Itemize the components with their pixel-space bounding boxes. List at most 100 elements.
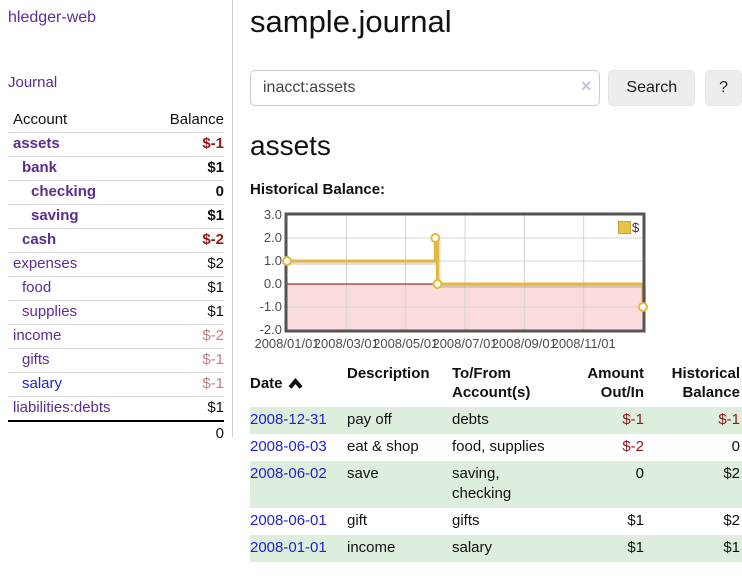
transaction-description: save — [347, 465, 379, 482]
accounts-table: Account Balance assets $-1 bank $1 checking 0… — [8, 108, 224, 445]
clear-search-icon[interactable]: × — [580, 76, 592, 96]
transaction-date-link[interactable]: 2008-01-01 — [250, 539, 327, 556]
x-axis-tick-label: 2008/03/01 — [313, 336, 379, 351]
transaction-date-link[interactable]: 2008-06-03 — [250, 438, 327, 455]
help-button[interactable]: ? — [705, 70, 742, 106]
account-link[interactable]: bank — [22, 159, 58, 176]
legend-series-swatch — [618, 221, 631, 234]
account-row-expenses: expenses $2 — [8, 252, 224, 276]
date-column-header[interactable]: Date — [250, 363, 347, 403]
transaction-date-link[interactable]: 2008-06-01 — [250, 512, 327, 529]
transaction-date-link[interactable]: 2008-12-31 — [250, 411, 327, 428]
y-axis-tick-label: -2.0 — [259, 322, 282, 337]
accounts-total-row: 0 — [8, 420, 224, 445]
account-row-bank: bank $1 — [8, 156, 224, 180]
accounts-header-account: Account — [13, 111, 68, 128]
account-row-liabilities-debts: liabilities:debts $1 — [8, 396, 224, 420]
search-bar: × Search ? — [250, 70, 742, 106]
historical-balance-chart: 3.0 2.0 1.0 0.0 -1.0 -2.0 2008/01/01 2008/03/01… — [250, 205, 742, 355]
account-row-supplies: supplies $1 — [8, 300, 224, 324]
transaction-amount: $1 — [627, 539, 644, 556]
account-row-saving: saving $1 — [8, 204, 224, 228]
y-axis-tick-label: -1.0 — [259, 299, 282, 314]
transaction-amount: $-1 — [622, 411, 644, 428]
transaction-description: gift — [347, 512, 368, 529]
accounts-header-balance: Balance — [169, 111, 224, 128]
account-balance: $1 — [207, 207, 224, 224]
account-row-income: income $-2 — [8, 324, 224, 348]
search-button[interactable]: Search — [608, 70, 696, 106]
app-title[interactable]: hledger-web — [8, 9, 97, 26]
transaction-balance: $2 — [723, 465, 740, 482]
y-axis-tick-label: 2.0 — [263, 230, 282, 245]
account-row-food: food $1 — [8, 276, 224, 300]
transaction-row: 2008-01-01 income salary $1 $1 — [250, 535, 742, 562]
accounts-table-header: Account Balance — [8, 108, 224, 132]
account-link[interactable]: cash — [22, 231, 57, 248]
transaction-accounts: debts — [452, 411, 489, 428]
account-row-assets: assets $-1 — [8, 132, 224, 156]
account-link[interactable]: liabilities:debts — [13, 399, 111, 416]
transaction-accounts: salary — [452, 539, 493, 556]
transaction-row: 2008-06-03 eat & shop food, supplies $-2 0 — [250, 434, 742, 461]
legend-series-label: $ — [632, 220, 640, 235]
page-title: sample.journal — [250, 4, 452, 39]
account-link[interactable]: food — [22, 279, 52, 296]
accounts-total-value: 0 — [215, 425, 224, 442]
account-link[interactable]: supplies — [22, 303, 78, 320]
account-link[interactable]: saving — [31, 207, 79, 224]
account-balance: $-1 — [202, 135, 224, 152]
y-axis-tick-label: 3.0 — [263, 207, 282, 222]
date-header-label: Date — [250, 374, 283, 392]
transaction-amount: $-2 — [622, 438, 644, 455]
account-link[interactable]: income — [13, 327, 62, 344]
account-link[interactable]: assets — [13, 135, 60, 152]
account-balance: $1 — [207, 303, 224, 320]
account-link[interactable]: salary — [22, 375, 63, 392]
description-column-header: Description — [347, 365, 430, 382]
account-balance: $1 — [207, 279, 224, 296]
transaction-row: 2008-06-02 save saving, checking 0 $2 — [250, 461, 742, 508]
transactions-table: Date Description To/From Account(s) Amoun… — [250, 361, 742, 562]
account-row-checking: checking 0 — [8, 180, 224, 204]
chart-canvas — [282, 212, 648, 333]
chart-legend: $ — [618, 220, 639, 235]
search-input[interactable] — [250, 70, 601, 106]
chart-label: Historical Balance: — [250, 181, 386, 198]
account-balance: $2 — [207, 255, 224, 272]
account-balance: $1 — [207, 159, 224, 176]
transaction-balance: 0 — [731, 438, 740, 455]
account-balance: $-1 — [202, 351, 224, 368]
y-axis-tick-label: 1.0 — [263, 253, 282, 268]
sort-ascending-chevron-up-icon — [287, 377, 303, 389]
y-axis-tick-label: 0.0 — [263, 276, 282, 291]
transaction-balance: $1 — [723, 539, 740, 556]
transaction-description: pay off — [347, 411, 392, 428]
account-link[interactable]: expenses — [13, 255, 78, 272]
account-balance: $-2 — [202, 327, 224, 344]
transaction-row: 2008-06-01 gift gifts $1 $2 — [250, 508, 742, 535]
transaction-date-link[interactable]: 2008-06-02 — [250, 465, 327, 482]
x-axis-tick-label: 2008/01/01 — [254, 336, 320, 351]
transaction-amount: $1 — [627, 512, 644, 529]
x-axis-tick-label: 2008/07/01 — [432, 336, 498, 351]
sidebar: hledger-web Journal Account Balance asse… — [0, 0, 233, 442]
transaction-description: income — [347, 539, 396, 556]
transaction-accounts: food, supplies — [452, 438, 545, 455]
main-content: sample.journal × Search ? assets Histori… — [234, 0, 742, 562]
transaction-balance: $2 — [723, 512, 740, 529]
nav-journal-link[interactable]: Journal — [8, 74, 58, 91]
account-balance: $1 — [207, 399, 224, 416]
account-row-salary: salary $-1 — [8, 372, 224, 396]
account-balance: 0 — [215, 183, 224, 200]
transaction-accounts: saving, checking — [452, 465, 512, 502]
account-link[interactable]: gifts — [22, 351, 50, 368]
transactions-table-header: Date Description To/From Account(s) Amoun… — [250, 361, 742, 407]
transaction-balance: $-1 — [718, 411, 740, 428]
account-row-cash: cash $-2 — [8, 228, 224, 252]
account-row-gifts: gifts $-1 — [8, 348, 224, 372]
account-link[interactable]: checking — [31, 183, 97, 200]
account-balance: $-1 — [202, 375, 224, 392]
x-axis-tick-label: 2008/11/01 — [551, 336, 616, 351]
transaction-accounts: gifts — [452, 512, 480, 529]
